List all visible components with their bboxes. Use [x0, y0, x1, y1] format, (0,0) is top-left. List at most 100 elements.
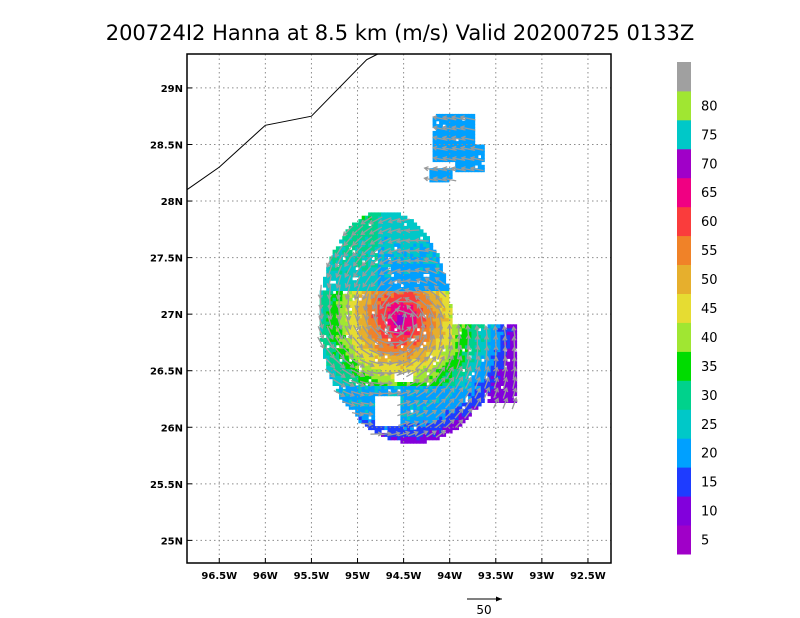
wind-cell: [384, 344, 389, 349]
wind-cell: [403, 300, 408, 305]
wind-cell: [423, 310, 427, 315]
wind-cell: [435, 124, 440, 129]
wind-vector: [438, 314, 443, 330]
wind-cell: [387, 310, 392, 315]
wind-cell: [400, 287, 405, 291]
wind-cell: [429, 297, 434, 302]
wind-cell: [513, 344, 518, 349]
wind-cell: [332, 266, 337, 271]
wind-cell: [374, 266, 379, 271]
wind-cell: [455, 392, 459, 397]
wind-cell: [364, 412, 369, 417]
wind-cell: [435, 130, 440, 135]
wind-cell: [419, 246, 424, 251]
wind-cell: [345, 341, 350, 346]
colorbar-label: 50: [701, 273, 718, 288]
wind-vector: [332, 379, 346, 388]
wind-cell: [439, 402, 443, 407]
wind-cell: [355, 378, 359, 383]
wind-cell: [448, 141, 453, 146]
wind-cell: [339, 385, 343, 390]
wind-vector-head: [441, 176, 448, 182]
wind-cell: [332, 310, 337, 315]
wind-cell: [335, 351, 340, 356]
wind-cell: [419, 378, 424, 383]
wind-cell: [461, 361, 466, 366]
wind-vector: [362, 266, 372, 277]
wind-vector-head: [430, 334, 436, 340]
wind-vector: [372, 294, 380, 310]
wind-vector: [386, 361, 402, 365]
wind-cell: [461, 385, 466, 390]
wind-cell: [471, 151, 476, 156]
wind-cell: [458, 141, 463, 146]
wind-cell: [342, 314, 347, 319]
wind-cell: [426, 392, 430, 397]
wind-cell: [371, 276, 376, 281]
wind-cell: [352, 287, 356, 291]
wind-cell: [487, 341, 492, 346]
colorbar-segment: [677, 264, 691, 294]
wind-cell: [439, 426, 443, 431]
wind-cell: [419, 358, 424, 363]
wind-cell: [348, 280, 353, 285]
wind-cell: [426, 432, 430, 437]
wind-cell: [500, 382, 505, 386]
wind-cell: [432, 171, 437, 176]
wind-cell: [397, 382, 401, 386]
wind-cell: [358, 266, 363, 271]
wind-cell: [471, 354, 476, 359]
wind-cell: [368, 388, 372, 393]
wind-vector-head: [406, 369, 412, 375]
wind-cell: [435, 327, 440, 332]
wind-cell: [368, 297, 372, 302]
wind-vector-head: [360, 219, 366, 225]
wind-cell: [400, 348, 405, 353]
wind-vector-head: [369, 250, 375, 256]
wind-cell: [381, 426, 385, 431]
wind-cell: [371, 297, 376, 302]
wind-cell: [368, 399, 372, 403]
wind-cell: [429, 273, 434, 278]
wind-cell: [390, 320, 395, 325]
wind-vector: [415, 356, 429, 369]
wind-cell: [393, 317, 398, 322]
wind-cell: [387, 253, 392, 258]
wind-cell: [406, 225, 411, 230]
wind-cell: [435, 388, 440, 393]
wind-cell: [468, 327, 472, 332]
wind-vector: [454, 419, 463, 428]
wind-cell: [458, 405, 463, 410]
wind-cell: [393, 276, 398, 281]
wind-cell: [364, 263, 369, 268]
wind-cell: [342, 239, 347, 244]
wind-cell: [390, 263, 395, 268]
wind-vector: [360, 370, 374, 376]
wind-vector-head: [418, 312, 424, 318]
wind-cell: [326, 334, 330, 339]
wind-cell: [355, 409, 359, 414]
wind-cell: [432, 130, 437, 135]
wind-vector: [417, 334, 427, 351]
wind-cell: [435, 382, 440, 386]
wind-cell: [339, 276, 343, 281]
wind-cell: [345, 375, 350, 380]
wind-cell: [364, 337, 369, 342]
wind-cell: [364, 242, 369, 247]
wind-cell: [355, 361, 359, 366]
wind-cell: [361, 229, 366, 234]
wind-cell: [445, 395, 450, 400]
wind-cell: [381, 290, 385, 295]
wind-cell: [458, 124, 463, 129]
wind-cell: [371, 239, 376, 244]
wind-cell: [339, 283, 343, 288]
wind-vector-head: [352, 251, 357, 257]
wind-cell: [387, 297, 392, 302]
wind-cell: [361, 310, 366, 315]
wind-cell: [471, 113, 476, 118]
wind-vector-head: [424, 277, 430, 283]
wind-cell: [464, 117, 469, 122]
wind-cell: [423, 385, 427, 390]
wind-vector-head: [512, 396, 518, 403]
wind-cell: [481, 365, 485, 370]
